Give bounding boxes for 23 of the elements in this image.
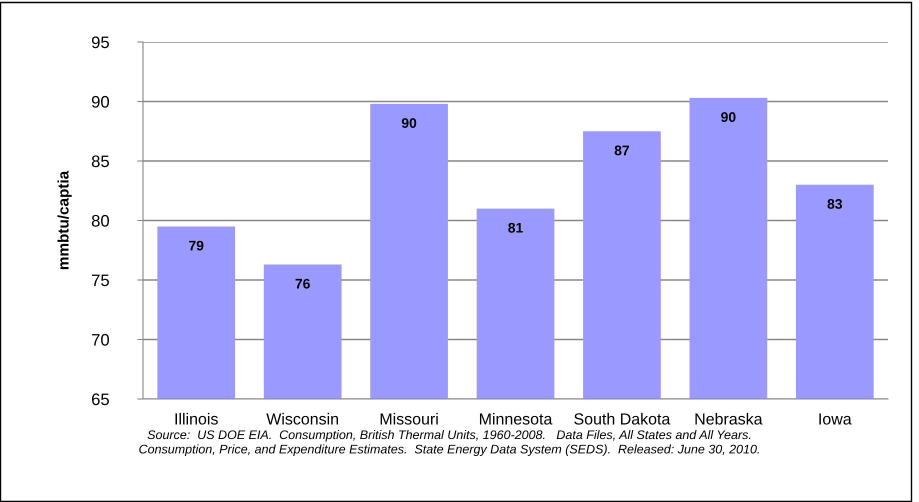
x-tick-label: Illinois [176, 412, 218, 425]
y-tick-label: 65 [92, 393, 109, 406]
data-label: 76 [296, 278, 310, 289]
x-tick-label: South Dakota [574, 412, 670, 425]
data-label: 81 [508, 222, 523, 233]
y-axis-title: mmbtu/captia [57, 170, 72, 270]
source-note: Source: US DOE EIA. Consumption, British Thermal Units, 1960-2008. Data Files, All States and All Years. Consumption, Price, and Expenditure Estimates. State Energy Data System (SEDS). Released: June 30, 2010. [139, 430, 759, 456]
x-tick-label: Missouri [380, 412, 438, 425]
data-label: 79 [189, 240, 204, 251]
data-label: 87 [614, 146, 630, 156]
data-label: 90 [402, 118, 416, 128]
y-tick-label: 70 [92, 334, 110, 346]
x-tick-label: Iowa [819, 413, 852, 425]
y-tick-label: 85 [92, 155, 109, 168]
y-tick-label: 90 [92, 96, 110, 108]
x-tick-label: Minnesota [480, 412, 552, 425]
data-label: 83 [828, 199, 842, 209]
y-tick-label: 95 [92, 36, 109, 48]
data-label: 90 [721, 112, 736, 122]
x-tick-label: Nebraska [695, 412, 763, 425]
x-tick-label: Wisconsin [266, 412, 338, 425]
y-tick-label: 80 [92, 214, 110, 227]
y-tick-label: 75 [92, 274, 109, 286]
